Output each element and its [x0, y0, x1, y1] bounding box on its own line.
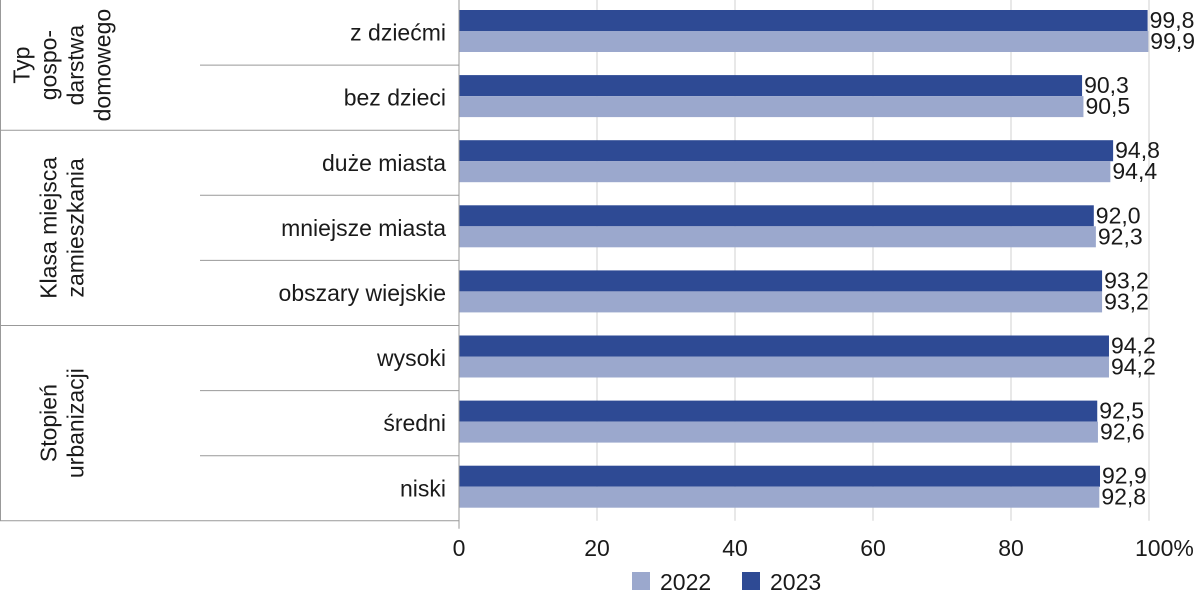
category-label: wysoki — [376, 345, 446, 371]
bar — [459, 10, 1148, 31]
value-label: 93,2 — [1104, 288, 1149, 314]
bar — [459, 96, 1084, 118]
value-label: 92,6 — [1100, 419, 1145, 445]
value-label: 94,2 — [1111, 333, 1156, 359]
x-tick-label: 80 — [998, 535, 1024, 561]
value-label: 93,2 — [1104, 267, 1149, 293]
x-tick-label: 0 — [453, 535, 466, 561]
legend-label: 2023 — [770, 569, 821, 595]
value-label: 94,4 — [1112, 158, 1157, 184]
legend-swatch — [742, 572, 760, 590]
category-label: bez dzieci — [344, 85, 446, 111]
group-label-line: Typ — [9, 47, 35, 84]
legend-layer: 2022 2023 — [632, 569, 821, 595]
group-label-line: zamieszkania — [63, 158, 89, 298]
bar — [459, 31, 1149, 52]
bar-layer — [459, 10, 1149, 508]
group-label-line: domowego — [90, 9, 116, 122]
category-label: obszary wiejskie — [279, 280, 446, 306]
value-label: 90,3 — [1084, 72, 1129, 98]
x-tick-label: 20 — [584, 535, 610, 561]
label-layer: Typgospo-darstwadomowego Klasa miejscazam… — [9, 7, 1196, 510]
legend-swatch — [632, 572, 650, 590]
value-label: 90,5 — [1085, 93, 1130, 119]
value-label: 92,3 — [1098, 223, 1143, 249]
legend-label: 2022 — [660, 569, 711, 595]
x-tick-label: 60 — [860, 535, 886, 561]
value-label: 99,8 — [1150, 7, 1195, 33]
bar — [459, 335, 1109, 357]
group-label-line: Stopień — [36, 384, 62, 462]
group-label-line: Klasa miejsca — [36, 157, 62, 299]
category-label: średni — [383, 410, 446, 436]
bar — [459, 226, 1096, 248]
group-label: Stopieńurbanizacji — [36, 368, 89, 478]
value-label: 94,8 — [1115, 137, 1160, 163]
category-label: duże miasta — [322, 150, 446, 176]
value-label: 92,0 — [1096, 202, 1141, 228]
category-label: niski — [400, 475, 446, 501]
x-tick-label: 40 — [722, 535, 748, 561]
value-label: 92,5 — [1099, 398, 1144, 424]
bar — [459, 75, 1083, 97]
group-label-line: darstwa — [63, 25, 89, 106]
group-label: Typgospo-darstwadomowego — [9, 9, 116, 122]
bar — [459, 140, 1114, 162]
group-label-line: urbanizacji — [63, 368, 89, 478]
bar — [459, 486, 1100, 508]
group-label: Klasa miejscazamieszkania — [36, 157, 89, 299]
category-label: z dziećmi — [350, 20, 446, 46]
bar — [459, 205, 1094, 227]
group-label-line: gospo- — [36, 30, 62, 100]
value-label: 92,8 — [1101, 484, 1146, 510]
axis-layer: 0 20 40 60 80 100% — [453, 0, 1194, 561]
bar — [459, 421, 1098, 443]
separator-layer — [0, 0, 459, 522]
bar — [459, 270, 1103, 292]
category-label: mniejsze miasta — [281, 215, 446, 241]
bar — [459, 356, 1109, 378]
bar — [459, 400, 1098, 422]
bar — [459, 291, 1103, 313]
value-label: 99,9 — [1150, 28, 1195, 54]
bar — [459, 465, 1101, 487]
x-tick-label: 100% — [1135, 535, 1194, 561]
value-label: 94,2 — [1111, 354, 1156, 380]
value-label: 92,9 — [1102, 463, 1147, 489]
bar — [459, 161, 1111, 183]
